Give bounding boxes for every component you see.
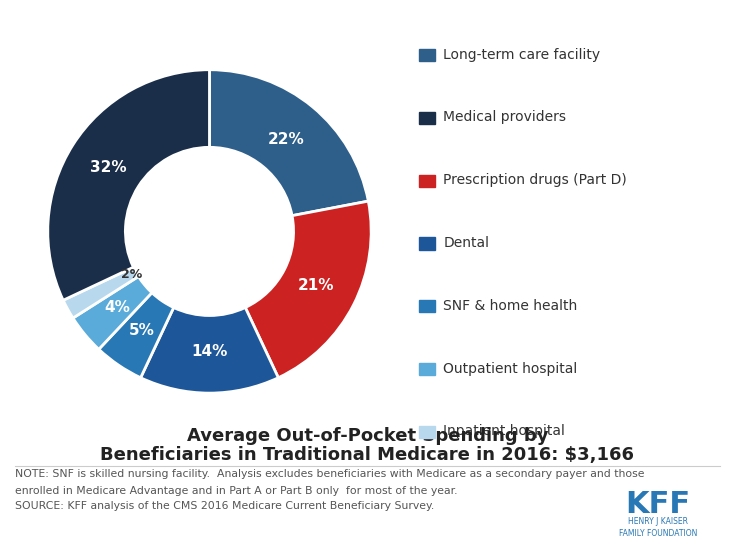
Text: SNF & home health: SNF & home health bbox=[443, 299, 578, 313]
Text: Average Out-of-Pocket Spending by: Average Out-of-Pocket Spending by bbox=[187, 427, 548, 445]
Wedge shape bbox=[140, 307, 279, 393]
Text: 14%: 14% bbox=[191, 344, 228, 359]
Text: Inpatient hospital: Inpatient hospital bbox=[443, 424, 565, 439]
Wedge shape bbox=[48, 70, 209, 300]
Wedge shape bbox=[98, 293, 173, 378]
Wedge shape bbox=[63, 267, 138, 318]
Wedge shape bbox=[209, 70, 368, 215]
Text: 2%: 2% bbox=[121, 268, 142, 281]
Text: 22%: 22% bbox=[268, 132, 304, 147]
Wedge shape bbox=[73, 277, 152, 349]
Wedge shape bbox=[245, 201, 371, 378]
Text: Beneficiaries in Traditional Medicare in 2016: $3,166: Beneficiaries in Traditional Medicare in… bbox=[101, 446, 634, 464]
Text: Outpatient hospital: Outpatient hospital bbox=[443, 361, 578, 376]
Text: 4%: 4% bbox=[104, 300, 130, 315]
Text: enrolled in Medicare Advantage and in Part A or Part B only  for most of the yea: enrolled in Medicare Advantage and in Pa… bbox=[15, 486, 457, 496]
Text: HENRY J KAISER
FAMILY FOUNDATION: HENRY J KAISER FAMILY FOUNDATION bbox=[619, 517, 697, 538]
Text: SOURCE: KFF analysis of the CMS 2016 Medicare Current Beneficiary Survey.: SOURCE: KFF analysis of the CMS 2016 Med… bbox=[15, 501, 434, 511]
Text: 32%: 32% bbox=[90, 160, 126, 175]
Text: Prescription drugs (Part D): Prescription drugs (Part D) bbox=[443, 173, 627, 187]
Text: KFF: KFF bbox=[625, 490, 690, 518]
Text: Long-term care facility: Long-term care facility bbox=[443, 47, 600, 62]
Text: 5%: 5% bbox=[129, 323, 155, 338]
Text: Medical providers: Medical providers bbox=[443, 110, 566, 125]
Text: NOTE: SNF is skilled nursing facility.  Analysis excludes beneficiaries with Med: NOTE: SNF is skilled nursing facility. A… bbox=[15, 469, 644, 479]
Text: 21%: 21% bbox=[298, 278, 334, 293]
Text: Dental: Dental bbox=[443, 236, 490, 250]
